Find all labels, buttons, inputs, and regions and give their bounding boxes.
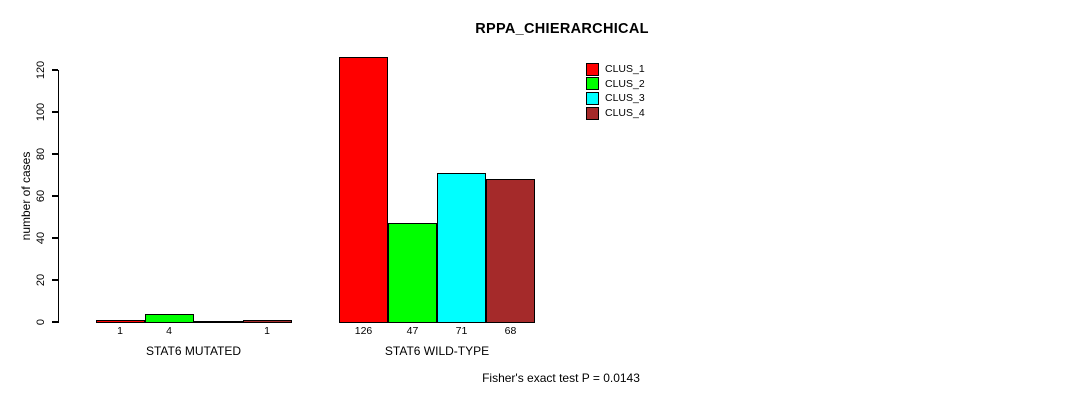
- bar-clus_4: [242, 320, 292, 323]
- y-axis-tick-label: 40: [35, 231, 47, 245]
- x-group-label: STAT6 WILD-TYPE: [384, 344, 490, 358]
- legend-label: CLUS_1: [605, 63, 645, 76]
- y-axis-tick-mark: [51, 279, 58, 281]
- bar-clus_1: [339, 57, 388, 323]
- legend-item: CLUS_3: [586, 91, 645, 106]
- bar-clus_2: [144, 314, 194, 323]
- y-axis-tick-label: 100: [35, 102, 47, 122]
- bar-value-label: 4: [166, 325, 172, 337]
- y-axis-tick-mark: [51, 195, 58, 197]
- stat-annotation: Fisher's exact test P = 0.0143: [482, 371, 640, 385]
- bar-value-label: 47: [406, 325, 419, 337]
- bar-clus_3: [437, 173, 486, 323]
- bar-clus_1: [95, 320, 145, 323]
- y-axis-tick-mark: [51, 153, 58, 155]
- bar-value-label: 1: [117, 325, 123, 337]
- bar-clus_2: [388, 223, 437, 323]
- legend-item: CLUS_2: [586, 77, 645, 92]
- y-axis-tick-label: 0: [35, 318, 47, 326]
- bar-value-label: 71: [455, 325, 468, 337]
- legend-label: CLUS_4: [605, 107, 645, 120]
- legend-label: CLUS_3: [605, 92, 645, 105]
- y-axis-tick-label: 20: [35, 273, 47, 287]
- y-axis-tick-label: 60: [35, 189, 47, 203]
- legend-item: CLUS_4: [586, 106, 645, 121]
- bar-clus_3: [193, 321, 243, 323]
- y-axis-label: number of cases: [19, 151, 33, 241]
- chart-title: RPPA_CHIERARCHICAL: [475, 21, 649, 37]
- y-axis-tick-label: 80: [35, 147, 47, 161]
- bar-value-label: 68: [504, 325, 517, 337]
- y-axis-tick-mark: [51, 321, 58, 323]
- legend: CLUS_1 CLUS_2 CLUS_3 CLUS_4: [586, 62, 645, 120]
- bar-value-label: 126: [354, 325, 373, 337]
- legend-label: CLUS_2: [605, 77, 645, 90]
- legend-swatch-icon: [586, 62, 599, 76]
- y-axis-tick-label: 120: [35, 60, 47, 80]
- x-group-label: STAT6 MUTATED: [145, 344, 242, 358]
- y-axis-tick-mark: [51, 111, 58, 113]
- bar-value-label: 1: [264, 325, 270, 337]
- legend-item: CLUS_1: [586, 62, 645, 77]
- legend-swatch-icon: [586, 106, 599, 120]
- legend-swatch-icon: [586, 91, 599, 105]
- y-axis-tick-mark: [51, 69, 58, 71]
- bar-clus_4: [486, 179, 535, 323]
- y-axis-line: [57, 69, 59, 323]
- legend-swatch-icon: [586, 77, 599, 91]
- y-axis-tick-mark: [51, 237, 58, 239]
